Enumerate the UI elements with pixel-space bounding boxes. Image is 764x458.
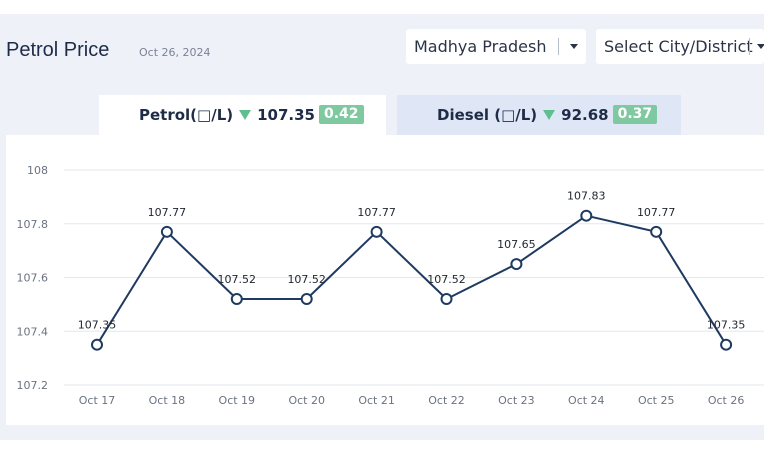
page-date: Oct 26, 2024 <box>139 46 211 59</box>
state-select-value: Madhya Pradesh <box>414 37 547 56</box>
data-point <box>720 338 733 351</box>
city-select-value: Select City/District <box>604 37 753 56</box>
x-tick-label: Oct 25 <box>638 394 675 407</box>
data-label: 107.52 <box>427 273 466 286</box>
page-title: Petrol Price <box>6 39 110 61</box>
data-point <box>650 225 663 238</box>
x-tick-label: Oct 26 <box>708 394 745 407</box>
down-arrow-icon <box>543 109 556 120</box>
city-select[interactable]: Select City/District <box>596 29 764 64</box>
data-point <box>230 293 243 305</box>
y-tick-label: 107.4 <box>17 325 49 338</box>
data-label: 107.83 <box>567 190 606 203</box>
tab-petrol-price: 107.35 <box>257 105 315 124</box>
tab-petrol[interactable]: Petrol(□/L) 107.35 0.42 <box>99 95 386 135</box>
data-point <box>160 225 173 238</box>
data-point <box>300 293 313 305</box>
y-tick-label: 108 <box>27 164 48 177</box>
price-line-chart: 107.2 107.4 107.6 107.8 108 Oct 17 Oct 18 Oct 1… <box>17 164 764 407</box>
series-line <box>96 214 727 346</box>
x-tick-label: Oct 22 <box>428 394 465 407</box>
data-point <box>510 258 523 271</box>
x-tick-label: Oct 18 <box>149 394 186 407</box>
x-tick-label: Oct 20 <box>288 394 325 407</box>
x-tick-label: Oct 23 <box>498 394 535 407</box>
data-point <box>91 338 103 351</box>
y-tick-label: 107.8 <box>17 218 49 231</box>
data-label: 107.35 <box>78 319 117 332</box>
x-tick-label: Oct 21 <box>358 394 395 407</box>
tab-diesel[interactable]: Diesel (□/L) 92.68 0.37 <box>397 95 681 135</box>
data-label: 107.65 <box>497 238 536 251</box>
down-arrow-icon <box>239 109 252 120</box>
data-label: 107.52 <box>287 273 326 286</box>
data-point <box>440 293 453 305</box>
tab-petrol-label: Petrol(□/L) <box>139 105 234 124</box>
x-tick-label: Oct 19 <box>219 394 256 407</box>
data-point <box>370 225 383 238</box>
data-label: 107.35 <box>707 319 746 332</box>
tab-diesel-price: 92.68 <box>561 105 609 124</box>
data-label: 107.77 <box>357 206 396 219</box>
y-tick-label: 107.6 <box>17 272 49 285</box>
chevron-down-icon <box>570 44 578 49</box>
data-point <box>580 209 593 222</box>
tab-diesel-label: Diesel (□/L) <box>437 105 538 124</box>
tab-petrol-change-badge: 0.42 <box>319 105 364 124</box>
select-divider <box>749 38 750 55</box>
x-tick-label: Oct 17 <box>79 394 116 407</box>
state-select[interactable]: Madhya Pradesh <box>406 29 586 64</box>
chart-card: 107.2 107.4 107.6 107.8 108 Oct 17 Oct 18 Oct 1… <box>6 135 764 425</box>
y-tick-label: 107.2 <box>17 379 49 392</box>
data-label: 107.77 <box>148 206 187 219</box>
x-tick-label: Oct 24 <box>568 394 605 407</box>
chevron-down-icon <box>757 44 764 49</box>
data-label: 107.77 <box>637 206 676 219</box>
data-label: 107.52 <box>218 273 257 286</box>
select-divider <box>558 38 559 55</box>
tab-diesel-change-badge: 0.37 <box>612 105 658 124</box>
